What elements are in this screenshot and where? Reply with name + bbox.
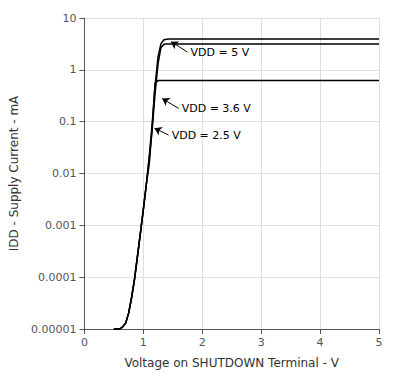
svg-text:4: 4	[317, 336, 324, 349]
svg-text:5: 5	[376, 336, 383, 349]
svg-text:0.00001: 0.00001	[31, 323, 77, 336]
svg-text:IDD - Supply Current - mA: IDD - Supply Current - mA	[7, 95, 21, 251]
svg-text:VDD = 5 V: VDD = 5 V	[191, 46, 250, 59]
svg-text:0.0001: 0.0001	[38, 271, 77, 284]
svg-text:Voltage on SHUTDOWN Terminal -: Voltage on SHUTDOWN Terminal - V	[124, 356, 339, 370]
svg-text:VDD = 3.6 V: VDD = 3.6 V	[182, 102, 252, 115]
svg-text:1: 1	[140, 336, 147, 349]
svg-text:1: 1	[69, 63, 76, 76]
svg-text:0.01: 0.01	[52, 167, 77, 180]
svg-text:10: 10	[62, 12, 76, 25]
svg-text:VDD = 2.5 V: VDD = 2.5 V	[172, 129, 242, 142]
svg-text:0: 0	[81, 336, 88, 349]
svg-text:0.001: 0.001	[45, 219, 77, 232]
svg-text:0.1: 0.1	[59, 115, 77, 128]
svg-text:2: 2	[199, 336, 206, 349]
svg-text:3: 3	[258, 336, 265, 349]
